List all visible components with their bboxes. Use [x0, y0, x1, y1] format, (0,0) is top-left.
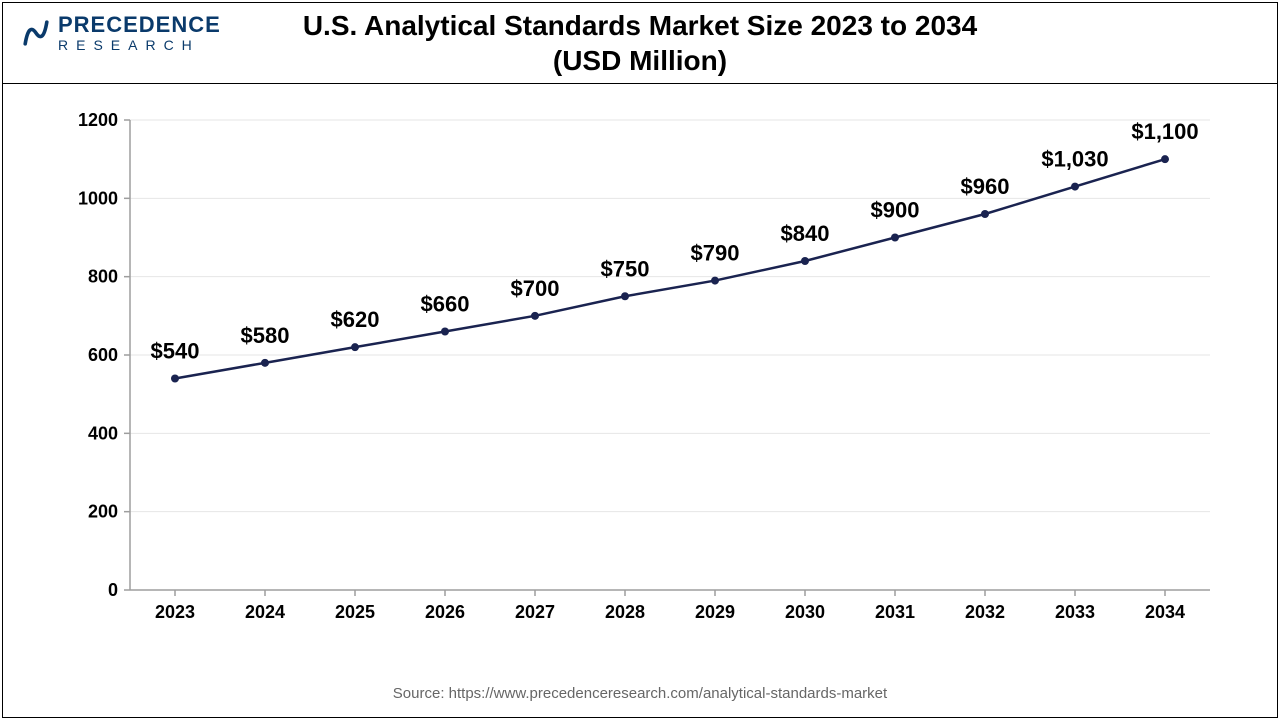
value-label: $620: [331, 307, 380, 332]
x-axis-label: 2028: [605, 602, 645, 622]
value-label: $1,100: [1131, 119, 1198, 144]
data-marker: [171, 375, 179, 383]
logo: PRECEDENCE RESEARCH: [18, 14, 221, 52]
source-text: Source: https://www.precedenceresearch.c…: [0, 685, 1280, 702]
header-band: PRECEDENCE RESEARCH U.S. Analytical Stan…: [2, 2, 1278, 84]
logo-text-line2: RESEARCH: [58, 38, 221, 52]
data-marker: [1071, 183, 1079, 191]
data-marker: [981, 210, 989, 218]
value-label: $790: [691, 241, 740, 266]
data-marker: [801, 257, 809, 265]
x-axis-label: 2027: [515, 602, 555, 622]
x-axis-label: 2029: [695, 602, 735, 622]
value-label: $540: [151, 339, 200, 364]
y-axis-label: 0: [108, 580, 118, 600]
x-axis-label: 2024: [245, 602, 285, 622]
y-axis-label: 1000: [78, 188, 118, 208]
x-axis-label: 2025: [335, 602, 375, 622]
precedence-logo-icon: [18, 15, 54, 51]
data-marker: [261, 359, 269, 367]
x-axis-label: 2033: [1055, 602, 1095, 622]
y-axis-label: 800: [88, 267, 118, 287]
data-marker: [711, 277, 719, 285]
data-marker: [891, 234, 899, 242]
value-label: $580: [241, 323, 290, 348]
x-axis-label: 2023: [155, 602, 195, 622]
data-marker: [351, 343, 359, 351]
y-axis-label: 400: [88, 423, 118, 443]
data-line: [175, 159, 1165, 378]
data-marker: [1161, 155, 1169, 163]
value-label: $750: [601, 256, 650, 281]
title-line2: (USD Million): [553, 45, 727, 76]
x-axis-label: 2032: [965, 602, 1005, 622]
logo-text-line1: PRECEDENCE: [58, 14, 221, 36]
chart-plot: 0 200 400 600 800 1000 1200 2023 2024 2025 2026 202…: [60, 100, 1230, 640]
value-label: $660: [421, 292, 470, 317]
data-marker: [441, 328, 449, 336]
x-axis-label: 2034: [1145, 602, 1185, 622]
y-axis-label: 1200: [78, 110, 118, 130]
value-label: $960: [961, 174, 1010, 199]
value-label: $900: [871, 198, 920, 223]
data-marker: [621, 292, 629, 300]
value-label: $840: [781, 221, 830, 246]
value-label: $1,030: [1041, 147, 1108, 172]
title-line1: U.S. Analytical Standards Market Size 20…: [303, 10, 977, 41]
y-axis-label: 600: [88, 345, 118, 365]
x-axis-label: 2030: [785, 602, 825, 622]
x-axis-label: 2026: [425, 602, 465, 622]
data-marker: [531, 312, 539, 320]
x-axis-label: 2031: [875, 602, 915, 622]
value-label: $700: [511, 276, 560, 301]
y-axis-label: 200: [88, 502, 118, 522]
